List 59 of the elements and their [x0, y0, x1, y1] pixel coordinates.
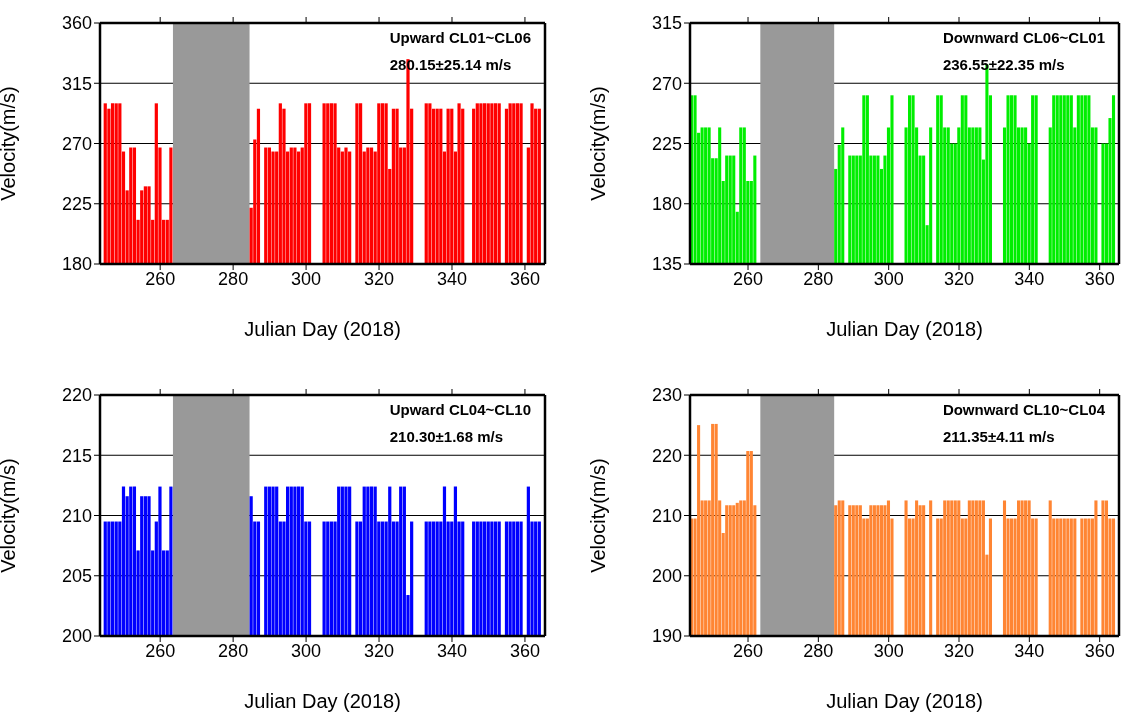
x-tick-label: 280: [218, 640, 249, 661]
x-tick-label: 340: [1014, 268, 1045, 289]
x-tick-label: 300: [291, 640, 322, 661]
y-tick-label: 225: [651, 133, 682, 154]
y-tick-label: 180: [61, 254, 92, 275]
x-tick-label: 300: [873, 640, 904, 661]
y-tick-label: 270: [651, 73, 682, 94]
x-tick-label: 300: [291, 268, 322, 289]
y-axis-title: Velocity(m/s): [0, 86, 20, 201]
x-tick-label: 360: [509, 268, 540, 289]
x-tick-label: 280: [803, 640, 834, 661]
y-tick-label: 360: [61, 13, 92, 34]
y-tick-label: 215: [61, 445, 92, 466]
x-tick-label: 340: [436, 268, 468, 289]
y-tick-label: 205: [61, 566, 92, 587]
annotation: 210.30±1.68 m/s: [389, 427, 505, 447]
x-axis-title: Julian Day (2018): [244, 690, 401, 712]
y-tick-label: 315: [651, 13, 682, 34]
x-axis-title: Julian Day (2018): [244, 318, 401, 340]
annotation: Downward CL06~CL01: [942, 28, 1105, 48]
x-tick-label: 260: [145, 268, 176, 289]
x-tick-label: 260: [145, 640, 176, 661]
y-tick-label: 230: [651, 385, 682, 406]
x-axis-title: Julian Day (2018): [826, 690, 983, 712]
x-tick-label: 320: [364, 640, 395, 661]
annotation: 211.35±4.11 m/s: [942, 427, 1056, 447]
x-tick-label: 280: [803, 268, 834, 289]
y-tick-label: 200: [61, 626, 92, 647]
y-tick-label: 270: [61, 133, 92, 154]
y-axis-title: Velocity(m/s): [587, 458, 610, 573]
x-tick-label: 360: [1084, 268, 1115, 289]
x-tick-label: 320: [943, 268, 975, 289]
y-tick-label: 220: [61, 385, 92, 406]
y-tick-label: 200: [651, 566, 682, 587]
y-tick-label: 135: [651, 254, 682, 275]
x-tick-label: 260: [733, 268, 764, 289]
y-tick-label: 190: [651, 626, 682, 647]
x-tick-label: 320: [943, 640, 975, 661]
annotation: Upward CL04~CL10: [389, 400, 531, 420]
y-tick-label: 210: [651, 505, 682, 526]
x-tick-label: 340: [1014, 640, 1045, 661]
x-tick-label: 320: [364, 268, 395, 289]
x-tick-label: 300: [873, 268, 904, 289]
y-tick-label: 225: [61, 194, 92, 215]
y-tick-label: 315: [61, 73, 92, 94]
y-axis-title: Velocity(m/s): [587, 86, 610, 201]
annotation: Downward CL10~CL04: [942, 400, 1105, 420]
y-tick-label: 220: [651, 445, 682, 466]
x-tick-label: 360: [1084, 640, 1115, 661]
annotation: 236.55±22.35 m/s: [942, 55, 1066, 75]
x-tick-label: 280: [218, 268, 249, 289]
y-tick-label: 180: [651, 194, 682, 215]
x-tick-label: 260: [733, 640, 764, 661]
annotation: Upward CL01~CL06: [389, 28, 531, 48]
x-tick-label: 340: [436, 640, 468, 661]
y-axis-title: Velocity(m/s): [0, 458, 20, 573]
y-tick-label: 210: [61, 505, 92, 526]
x-tick-label: 360: [509, 640, 540, 661]
x-axis-title: Julian Day (2018): [826, 318, 983, 340]
